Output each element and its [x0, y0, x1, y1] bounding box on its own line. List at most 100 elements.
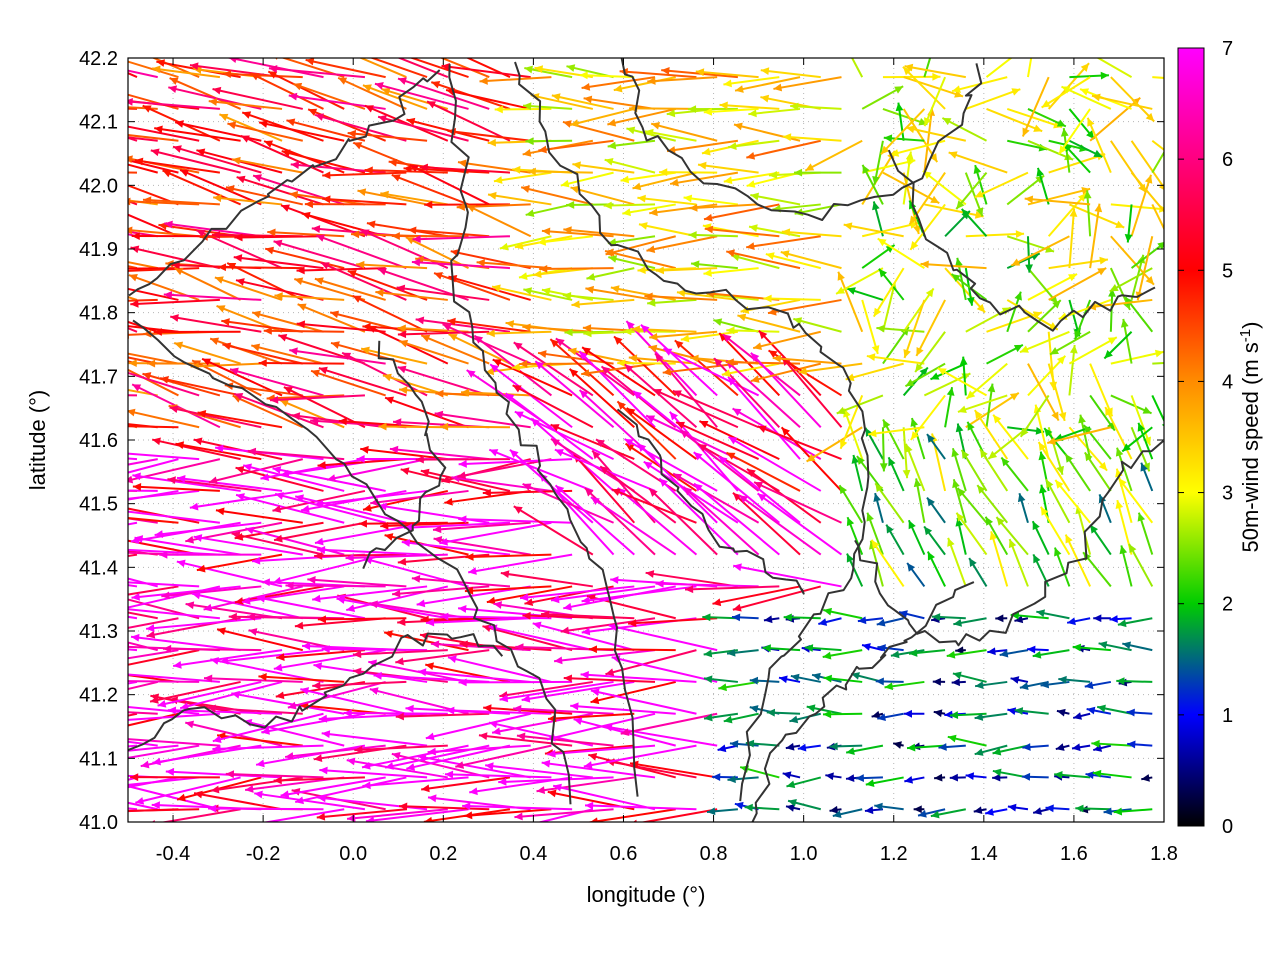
wind-vector-head [247, 612, 256, 621]
wind-vector [629, 107, 697, 110]
wind-vector [439, 521, 552, 545]
wind-vector-head [456, 203, 465, 211]
wind-vector-head [1104, 350, 1113, 359]
wind-vector-head [175, 441, 185, 449]
wind-vector-head [876, 618, 886, 627]
wind-vector [1010, 235, 1070, 267]
wind-vector-head [150, 148, 160, 157]
wind-vector-head [51, 729, 60, 737]
wind-vector-head [273, 663, 283, 672]
wind-vector-head [566, 64, 576, 72]
wind-vector-head [1090, 58, 1092, 59]
wind-vector [638, 223, 697, 238]
wind-vector-head [353, 142, 363, 150]
wind-vector [1037, 441, 1071, 492]
wind-vector [923, 372, 971, 397]
wind-vector-head [469, 787, 478, 796]
wind-vector [488, 625, 594, 652]
wind-vector [581, 346, 656, 397]
wind-vector [1027, 355, 1067, 397]
wind-vector-head [588, 753, 598, 761]
wind-vector [551, 94, 614, 110]
wind-vector-head [168, 85, 178, 93]
wind-vector-head [463, 811, 473, 820]
wind-vector-head [728, 436, 738, 445]
wind-vector [222, 343, 304, 365]
wind-vector-head [301, 211, 311, 220]
wind-vector [384, 396, 469, 429]
wind-vector-head [955, 646, 964, 655]
wind-vector-head [1115, 220, 1125, 229]
wind-vector-head [314, 552, 323, 560]
wind-vector [347, 131, 428, 142]
wind-vector-head [647, 77, 656, 85]
wind-vector [580, 673, 697, 683]
wind-vector-head [617, 359, 626, 368]
wind-vector [1061, 85, 1112, 110]
wind-vector [128, 159, 179, 174]
wind-vector-head [357, 188, 367, 197]
wind-vector-head [64, 405, 73, 413]
wind-vector [1152, 361, 1164, 365]
wind-vector-head [987, 647, 996, 656]
wind-vector-head [645, 570, 655, 578]
wind-vector-head [318, 366, 328, 375]
wind-vector-head [789, 715, 799, 724]
wind-vector-head [1014, 291, 1022, 301]
wind-vector-head [147, 359, 156, 368]
wind-vector-head [193, 437, 203, 446]
wind-vector-head [509, 449, 519, 458]
wind-vector [804, 139, 863, 172]
wind-vector-head [91, 265, 99, 273]
wind-vector-head [433, 525, 442, 534]
wind-vector-head [134, 157, 144, 166]
wind-vector-head [279, 399, 289, 407]
wind-vector-head [152, 437, 161, 446]
wind-vector-head [34, 569, 43, 577]
wind-vector [269, 394, 365, 402]
wind-vector-head [111, 96, 119, 104]
wind-vector-head [1145, 112, 1155, 122]
wind-vector-head [1021, 772, 1031, 781]
wind-vector [128, 296, 138, 301]
wind-vector-head [667, 146, 676, 154]
wind-vector-head [381, 87, 391, 96]
wind-vector [478, 734, 573, 747]
wind-vector [494, 107, 552, 111]
wind-vector [403, 521, 511, 529]
wind-vector-head [476, 258, 485, 267]
wind-vector-head [1059, 145, 1067, 155]
wind-vector-head [356, 260, 365, 269]
wind-vector [713, 357, 781, 428]
wind-vector-head [763, 615, 773, 624]
wind-vector [222, 72, 303, 79]
wind-vector [297, 303, 366, 333]
wind-vector-head [1140, 462, 1148, 472]
wind-vector [411, 260, 511, 270]
wind-vector-head [651, 121, 661, 130]
y-tick-label: 41.5 [79, 494, 118, 516]
wind-vector [128, 744, 200, 759]
wind-vector [383, 631, 469, 652]
wind-vector-head [855, 774, 864, 782]
wind-vector-head [369, 687, 379, 695]
wind-vector-head [1027, 645, 1036, 654]
wind-vector-head [322, 171, 331, 180]
wind-vector-head [92, 279, 101, 287]
wind-vector-head [391, 232, 400, 240]
wind-vector [727, 376, 801, 460]
wind-vector-head [956, 200, 965, 210]
wind-vector-head [1083, 190, 1092, 199]
wind-vector-head [362, 761, 371, 770]
contour-line [854, 440, 1164, 647]
wind-vector-head [749, 676, 759, 685]
wind-vector-head [875, 677, 884, 686]
wind-vector-head [888, 457, 896, 467]
wind-vector-head [382, 373, 392, 382]
wind-vector [605, 235, 676, 256]
wind-vector [191, 592, 303, 620]
wind-vector-head [421, 784, 430, 793]
wind-vector [644, 130, 697, 142]
wind-vector [357, 189, 428, 206]
wind-vector [134, 536, 241, 556]
